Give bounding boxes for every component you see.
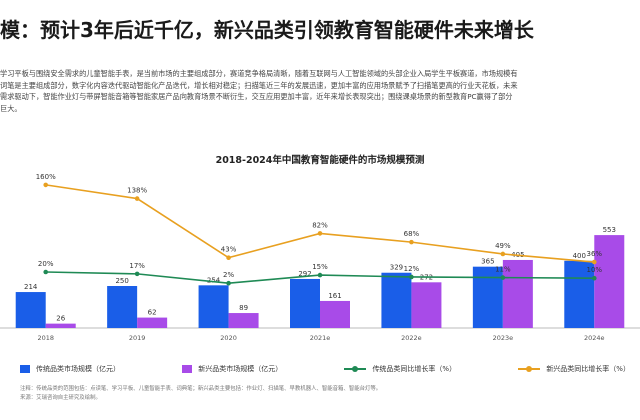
emerging-growth-label: 68% <box>404 230 420 238</box>
traditional-growth-point <box>500 275 506 280</box>
x-tick-label: 2018 <box>37 334 54 342</box>
legend-item-traditional-bar: 传统品类市场规模（亿元） <box>20 362 120 376</box>
x-tick-label: 2020 <box>220 334 237 342</box>
bar-traditional <box>564 260 595 328</box>
emerging-growth-point <box>591 259 597 265</box>
emerging-growth-point <box>43 182 49 188</box>
bar-label-traditional: 250 <box>115 277 128 285</box>
bar-label-emerging: 26 <box>56 315 65 323</box>
traditional-growth-label: 11% <box>495 266 511 274</box>
chart-title: 2018-2024年中国教育智能硬件的市场规模预测 <box>215 155 425 166</box>
bar-emerging <box>45 323 76 328</box>
bar-label-traditional: 329 <box>390 264 403 272</box>
emerging-growth-label: 36% <box>587 250 603 258</box>
emerging-growth-point <box>317 231 323 236</box>
bar-emerging <box>411 282 442 328</box>
emerging-growth-label: 138% <box>127 187 147 195</box>
bar-traditional <box>290 278 320 328</box>
bar-label-emerging: 553 <box>603 226 616 234</box>
x-tick-label: 2024e <box>584 334 605 342</box>
bar-label-traditional: 400 <box>573 252 586 260</box>
bar-emerging <box>320 300 350 328</box>
emerging-growth-label: 49% <box>495 242 511 250</box>
bar-emerging <box>502 259 533 328</box>
intro-paragraph: 需求驱动下，智能作业灯与带屏智能音箱等智能家居产品向教育场景不断衍生，交互应用更… <box>0 92 513 102</box>
traditional-growth-point <box>43 269 49 275</box>
bar-emerging <box>594 235 625 328</box>
page-title: 模：预计3年后近千亿，新兴品类引领教育智能硬件未来增长 <box>0 18 534 42</box>
traditional-growth-point <box>134 271 140 277</box>
emerging-growth-label: 160% <box>36 173 56 181</box>
traditional-growth-point <box>226 280 231 286</box>
traditional-growth-point <box>409 274 414 280</box>
bar-traditional <box>15 292 46 328</box>
legend-item-emerging-line: 新兴品类同比增长率（%） <box>518 362 630 376</box>
emerging-growth-point <box>134 196 140 201</box>
traditional-growth-label: 17% <box>129 262 145 270</box>
emerging-growth-point <box>409 239 414 245</box>
legend-label: 传统品类市场规模（亿元） <box>36 365 120 373</box>
traditional-growth-label: 15% <box>312 263 328 271</box>
footnote: 注释：传统品类的范围包括：点读笔、学习平板、儿童智能手表、词典笔；新兴品类主要包… <box>20 385 630 403</box>
intro-paragraph: 学习平板与围绕安全需求的儿童智能手表，是当前市场的主要组成部分，赛道竞争格局清晰… <box>0 69 518 78</box>
traditional-growth-point <box>591 275 597 281</box>
intro-paragraph: 巨大。 <box>0 103 22 113</box>
legend-swatch-traditional-line <box>344 365 367 373</box>
bar-traditional <box>381 272 412 328</box>
emerging-growth-label: 82% <box>312 221 328 229</box>
traditional-growth-point <box>317 272 323 278</box>
market-size-chart: 214 26 2018 250 62 2019 254 89 2020 292 161 2021e 32… <box>0 173 640 342</box>
bar-label-emerging: 161 <box>328 292 341 300</box>
emerging-growth-label: 43% <box>221 246 237 254</box>
legend-swatch-traditional-bar <box>20 365 30 373</box>
x-tick-label: 2021e <box>310 334 331 342</box>
traditional-growth-label: 10% <box>587 266 603 274</box>
legend-label: 新兴品类同比增长率（%） <box>546 365 630 373</box>
bar-label-emerging: 89 <box>239 304 248 312</box>
x-tick-label: 2022e <box>401 334 422 342</box>
x-tick-label: 2023e <box>493 334 514 342</box>
bar-traditional <box>198 285 229 328</box>
emerging-growth-point <box>226 255 231 260</box>
chart-legend: 传统品类市场规模（亿元） 新兴品类市场规模（亿元） 传统品类同比增长率（%） 新… <box>20 362 630 376</box>
legend-item-traditional-line: 传统品类同比增长率（%） <box>344 362 456 376</box>
bar-label-traditional: 214 <box>24 283 38 291</box>
legend-label: 传统品类同比增长率（%） <box>372 365 457 373</box>
bar-traditional <box>472 266 503 328</box>
intro-paragraph: 词笔是主要组成部分，数字化内容迭代驱动智能化产品迭代，增长相对稳定；扫描笔近三年… <box>0 80 518 90</box>
bar-emerging <box>137 317 168 328</box>
footnote-line: 来源：艾瑞咨询自主研究及绘制。 <box>20 395 101 401</box>
intro-text: 学习平板与围绕安全需求的儿童智能手表，是当前市场的主要组成部分，赛道竞争格局清晰… <box>0 68 636 114</box>
bar-emerging <box>228 313 259 328</box>
emerging-growth-point <box>500 251 506 257</box>
legend-label: 新兴品类市场规模（亿元） <box>198 365 283 373</box>
x-tick-label: 2019 <box>129 334 146 342</box>
legend-swatch-emerging-bar <box>182 365 193 373</box>
traditional-growth-label: 2% <box>223 271 234 279</box>
bar-label-emerging: 62 <box>148 309 157 317</box>
bar-traditional <box>107 286 138 328</box>
traditional-growth-label: 12% <box>404 265 420 273</box>
legend-swatch-emerging-line <box>518 365 541 373</box>
legend-item-emerging-bar: 新兴品类市场规模（亿元） <box>182 362 282 376</box>
traditional-growth-label: 20% <box>38 260 54 268</box>
bar-label-traditional: 365 <box>481 258 494 266</box>
bar-label-traditional: 292 <box>298 270 311 278</box>
bar-label-traditional: 254 <box>207 276 221 284</box>
footnote-line: 注释：传统品类的范围包括：点读笔、学习平板、儿童智能手表、词典笔；新兴品类主要包… <box>20 386 382 392</box>
